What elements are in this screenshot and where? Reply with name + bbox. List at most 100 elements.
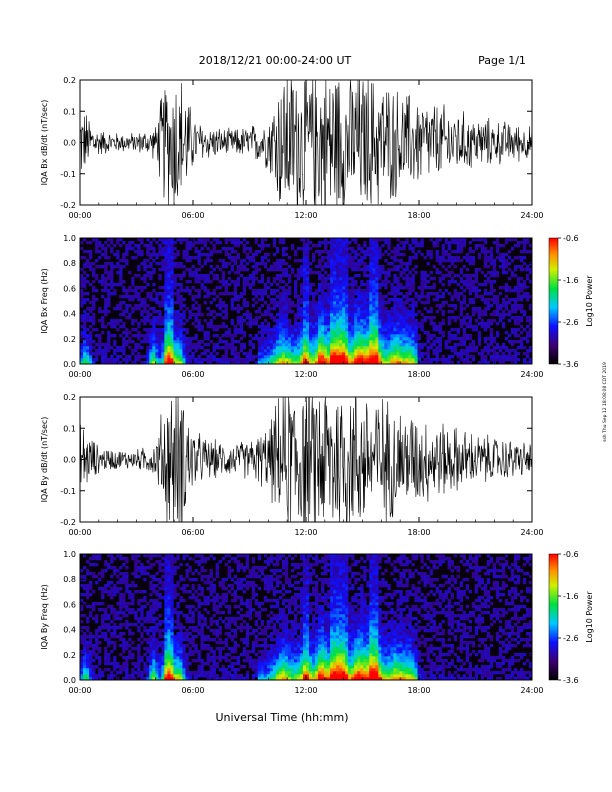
spectrogram-cell [245, 256, 250, 260]
spectrogram-cell [158, 328, 162, 332]
spectrogram-cell [296, 328, 301, 332]
spectrogram-cell [251, 256, 256, 260]
spectrogram-cell [366, 322, 370, 326]
spectrogram-cell [122, 638, 126, 642]
spectrogram-cell [450, 280, 454, 284]
spectrogram-cell [98, 647, 102, 651]
spectrogram-cell [155, 641, 159, 645]
spectrogram-cell [143, 355, 147, 359]
spectrogram-cell [152, 289, 156, 293]
spectrogram-cell [315, 313, 319, 317]
spectrogram-cell [330, 268, 334, 272]
spectrogram-cell [83, 271, 87, 275]
spectrogram-cell [486, 298, 491, 302]
spectrogram-cell [342, 337, 346, 341]
spectrogram-cell [122, 358, 126, 362]
spectrogram-cell [221, 346, 225, 350]
spectrogram-cell [342, 244, 346, 248]
spectrogram-cell [366, 280, 370, 284]
spectrogram-cell [465, 349, 470, 353]
spectrogram-cell [423, 274, 427, 278]
spectrogram-cell [348, 313, 352, 317]
spectrogram-cell [309, 301, 313, 305]
spectrogram-cell [86, 265, 90, 269]
spectrogram-cell [477, 343, 482, 347]
spectrogram-cell [275, 322, 280, 326]
spectrogram-cell [450, 310, 454, 314]
spectrogram-cell [215, 352, 219, 356]
spectrogram-cell [333, 295, 337, 299]
spectrogram-cell [293, 334, 298, 338]
spectrogram-cell [119, 605, 123, 609]
spectrogram-cell [173, 262, 177, 266]
spectrogram-cell [336, 283, 340, 287]
spectrogram-cell [330, 328, 334, 332]
spectrogram-cell [278, 280, 283, 284]
spectrogram-cell [83, 301, 87, 305]
spectrogram-cell [495, 256, 500, 260]
spectrogram-cell [290, 358, 295, 362]
spectrogram-cell [342, 268, 346, 272]
spectrogram-cell [450, 238, 454, 242]
spectrogram-cell [146, 665, 150, 669]
spectrogram-cell [327, 256, 331, 260]
spectrogram-cell [164, 313, 168, 317]
spectrogram-cell [453, 319, 457, 323]
spectrogram-cell [206, 253, 210, 257]
spectrogram-cell [122, 331, 126, 335]
spectrogram-cell [200, 253, 204, 257]
spectrogram-cell [351, 316, 355, 320]
spectrogram-cell [152, 259, 156, 263]
spectrogram-cell [429, 256, 433, 260]
spectrogram-cell [390, 250, 394, 254]
spectrogram-cell [348, 265, 352, 269]
spectrogram-cell [80, 668, 84, 672]
spectrogram-cell [363, 301, 367, 305]
spectrogram-cell [248, 286, 253, 290]
spectrogram-cell [483, 259, 488, 263]
spectrogram-cell [327, 331, 331, 335]
spectrogram-cell [318, 322, 322, 326]
spectrogram-cell [309, 337, 313, 341]
spectrogram-cell [354, 358, 358, 362]
spectrogram-cell [110, 319, 114, 323]
spectrogram-cell [507, 289, 512, 293]
spectrogram-cell [269, 340, 274, 344]
spectrogram-cell [381, 301, 385, 305]
spectrogram-cell [119, 566, 123, 570]
spectrogram-cell [221, 358, 225, 362]
spectrogram-cell [321, 298, 325, 302]
spectrogram-cell [242, 244, 247, 248]
spectrogram-cell [339, 253, 343, 257]
spectrogram-cell [233, 325, 237, 329]
spectrogram-cell [152, 644, 156, 648]
spectrogram-cell [312, 271, 316, 275]
spectrogram-cell [170, 674, 174, 678]
spectrogram-cell [104, 301, 108, 305]
spectrogram-cell [125, 620, 129, 624]
spectrogram-cell [306, 310, 310, 314]
spectrogram-cell [203, 277, 207, 281]
spectrogram-cell [161, 316, 165, 320]
spectrogram-cell [390, 322, 394, 326]
spectrogram-cell [149, 295, 153, 299]
spectrogram-cell [104, 355, 108, 359]
spectrogram-cell [438, 295, 442, 299]
spectrogram-cell [393, 346, 397, 350]
spectrogram-cell [396, 316, 400, 320]
spectrogram-cell [483, 274, 488, 278]
spectrogram-cell [312, 352, 316, 356]
spectrogram-cell [182, 310, 186, 314]
spectrogram-cell [399, 247, 403, 251]
spectrogram-cell [254, 316, 259, 320]
spectrogram-cell [447, 271, 451, 275]
x-tick-label: 18:00 [407, 528, 430, 537]
spectrogram-cell [330, 262, 334, 266]
spectrogram-cell [284, 289, 289, 293]
spectrogram-cell [110, 581, 114, 585]
spectrogram-cell [110, 265, 114, 269]
spectrogram-cell [272, 262, 277, 266]
spectrogram-cell [86, 355, 90, 359]
spectrogram-cell [492, 280, 497, 284]
spectrogram-cell [164, 358, 168, 362]
